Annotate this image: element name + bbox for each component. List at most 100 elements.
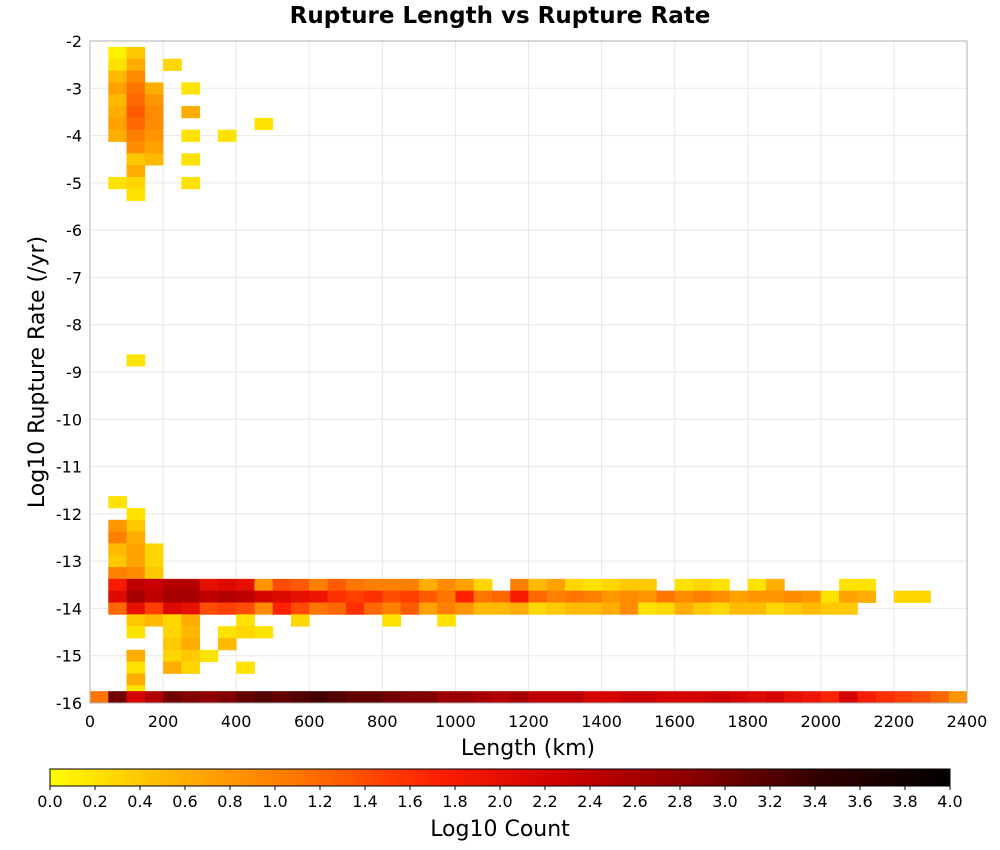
heatmap-cell <box>126 543 146 556</box>
heatmap-cell <box>199 649 219 663</box>
heatmap-cell <box>418 691 438 704</box>
heatmap-cell <box>400 590 420 603</box>
heatmap-cell <box>108 106 127 119</box>
heatmap-cell <box>418 578 438 592</box>
heatmap-cell <box>144 94 164 107</box>
heatmap-cell <box>108 567 127 580</box>
heatmap-cell <box>747 691 767 704</box>
heatmap-cell <box>236 691 255 704</box>
heatmap-cell <box>857 691 877 704</box>
heatmap-cell <box>638 602 657 615</box>
heatmap-cell <box>674 590 694 603</box>
heatmap-cell <box>656 602 676 615</box>
heatmap-cell <box>784 590 803 603</box>
heatmap-cell <box>711 578 730 592</box>
heatmap-cell <box>126 567 146 580</box>
heatmap-cell <box>126 129 146 142</box>
heatmap-cell <box>108 58 127 71</box>
heatmap-cell <box>565 691 584 704</box>
heatmap-cell <box>893 691 913 704</box>
y-tick-label: -15 <box>56 647 82 666</box>
heatmap-cell <box>163 578 182 592</box>
heatmap-cell <box>820 691 840 704</box>
heatmap-cell <box>126 590 146 603</box>
colorbar-tick-label: 3.2 <box>757 792 782 811</box>
heatmap-cell <box>217 129 237 142</box>
heatmap-cell <box>254 691 274 704</box>
heatmap-cell <box>327 602 347 615</box>
heatmap-cell <box>638 590 657 603</box>
y-axis-ticks: -2 -3 -4 -5 -6 -7 -8 -9 -10 -11 -12 -13 -14 -15 -16 <box>56 32 82 713</box>
heatmap-cell <box>163 590 182 603</box>
colorbar-tick-label: 1.2 <box>307 792 332 811</box>
heatmap-cell <box>839 602 858 615</box>
colorbar-tick-label: 2.4 <box>577 792 602 811</box>
colorbar-tick-label: 0.2 <box>82 792 107 811</box>
heatmap-cell <box>674 691 694 704</box>
heatmap-cell <box>893 590 913 603</box>
heatmap-cell <box>711 590 730 603</box>
heatmap-cell <box>418 590 438 603</box>
y-tick-label: -9 <box>66 363 82 382</box>
y-tick-label: -5 <box>66 174 82 193</box>
heatmap-cell <box>364 590 383 603</box>
y-tick-label: -10 <box>56 410 82 429</box>
heatmap-cell <box>638 578 657 592</box>
heatmap-cell <box>144 590 164 603</box>
heatmap-cell <box>692 691 712 704</box>
heatmap-cell <box>181 614 201 627</box>
heatmap-cell <box>912 691 931 704</box>
colorbar-tick-label: 0.0 <box>37 792 62 811</box>
heatmap-cell <box>491 602 511 615</box>
heatmap-cell <box>565 578 584 592</box>
heatmap-cell <box>473 578 493 592</box>
heatmap-cell <box>473 602 493 615</box>
heatmap-cell <box>126 578 146 592</box>
heatmap-cell <box>144 106 164 119</box>
heatmap-cell <box>546 578 566 592</box>
heatmap-cell <box>144 543 164 556</box>
heatmap-cell <box>144 117 164 131</box>
heatmap-cell <box>181 602 201 615</box>
colorbar-tick-label: 3.4 <box>802 792 827 811</box>
heatmap-cell <box>601 578 621 592</box>
heatmap-cells <box>90 46 968 704</box>
heatmap-cell <box>181 691 201 704</box>
colorbar-tick-label: 0.6 <box>172 792 197 811</box>
heatmap-cell <box>254 117 274 131</box>
heatmap-cell <box>583 578 602 592</box>
heatmap-cell <box>108 578 127 592</box>
colorbar-ticks: 0.0 0.2 0.4 0.6 0.8 1.0 1.2 1.4 1.6 1.8 2.0 2.2 2.4 2… <box>37 786 963 811</box>
heatmap-cell <box>126 507 146 521</box>
heatmap-cell <box>272 691 292 704</box>
heatmap-cell <box>382 590 402 603</box>
heatmap-cell <box>601 691 621 704</box>
heatmap-cell <box>839 578 858 592</box>
heatmap-cell <box>108 590 127 603</box>
heatmap-cell <box>126 153 146 166</box>
colorbar-tick-label: 2.8 <box>667 792 692 811</box>
x-tick-label: 400 <box>221 712 252 731</box>
colorbar-tick-label: 2.2 <box>532 792 557 811</box>
heatmap-cell <box>729 602 749 615</box>
heatmap-cell <box>108 46 127 60</box>
heatmap-cell <box>437 602 456 615</box>
plot-area <box>89 40 968 704</box>
heatmap-cell <box>766 590 785 603</box>
heatmap-cell <box>217 626 237 639</box>
heatmap-cell <box>619 590 639 603</box>
x-tick-label: 0 <box>85 712 95 731</box>
heatmap-cell <box>364 691 383 704</box>
heatmap-cell <box>309 602 328 615</box>
heatmap-cell <box>163 637 182 651</box>
heatmap-cell <box>108 129 127 142</box>
heatmap-cell <box>163 626 182 639</box>
heatmap-cell <box>217 637 237 651</box>
heatmap-cell <box>400 578 420 592</box>
heatmap-cell <box>290 691 310 704</box>
heatmap-cell <box>217 590 237 603</box>
heatmap-cell <box>126 614 146 627</box>
heatmap-cell <box>345 691 365 704</box>
heatmap-cell <box>126 354 146 367</box>
heatmap-cell <box>108 602 127 615</box>
